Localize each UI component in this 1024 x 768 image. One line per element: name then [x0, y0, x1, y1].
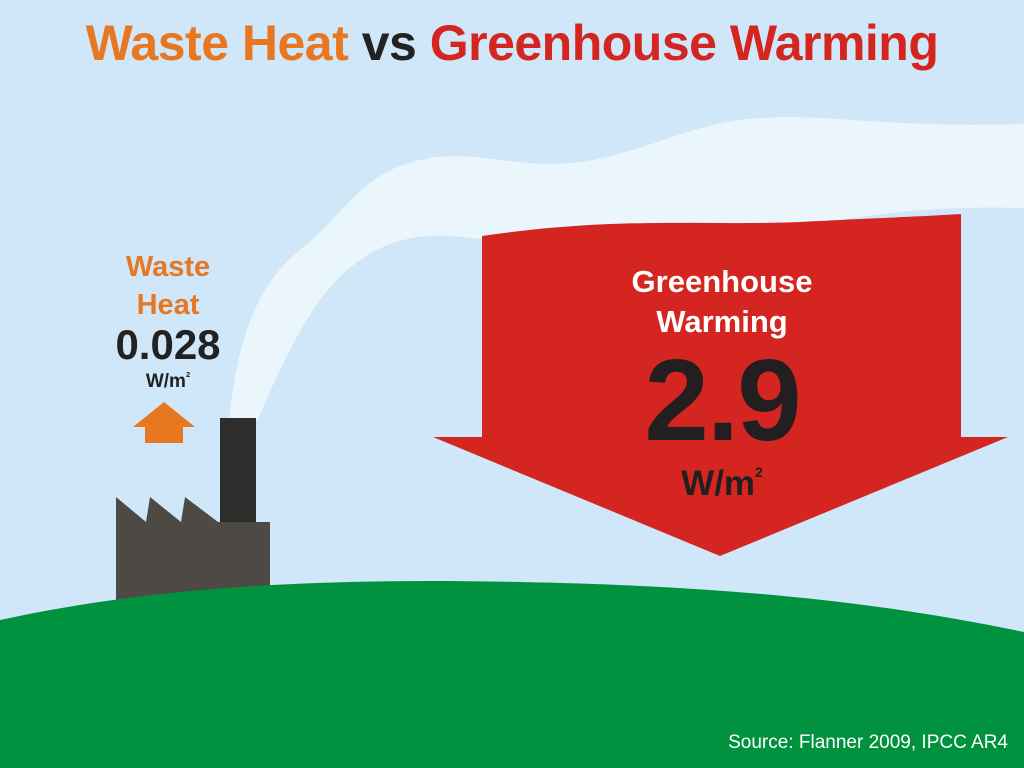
- page-title: Waste Heat vs Greenhouse Warming: [0, 14, 1024, 72]
- waste-heat-value: 0.028: [115, 321, 221, 368]
- factory-building: [116, 497, 270, 602]
- greenhouse-arrow: [433, 214, 1008, 556]
- title-greenhouse-warming: Greenhouse Warming: [429, 15, 939, 71]
- title-vs: vs: [361, 15, 417, 71]
- green-hill: [0, 580, 1024, 768]
- smoke-plume: [229, 117, 1024, 420]
- greenhouse-unit-exponent: 2: [755, 464, 763, 480]
- greenhouse-value: 2.9: [644, 335, 801, 465]
- waste-heat-unit-text: W/m: [145, 370, 186, 392]
- greenhouse-label-line1: Greenhouse: [631, 264, 813, 299]
- greenhouse-unit: W/m2: [572, 452, 872, 504]
- greenhouse-label: Greenhouse Warming: [572, 262, 872, 342]
- chimney: [220, 418, 256, 528]
- greenhouse-label-line2: Warming: [656, 304, 788, 339]
- title-waste-heat: Waste Heat: [85, 15, 349, 71]
- waste-heat-arrow-icon: [133, 402, 195, 443]
- source-citation: Source: Flanner 2009, IPCC AR4: [728, 732, 1008, 753]
- waste-heat-unit-exponent: 2: [185, 370, 191, 379]
- waste-heat-info: Waste Heat 0.028 W/m2: [98, 248, 238, 391]
- waste-heat-unit: W/m2: [98, 366, 238, 391]
- waste-heat-label-line2: Heat: [136, 289, 200, 321]
- waste-heat-label-line1: Waste: [125, 251, 211, 283]
- greenhouse-unit-text: W/m: [681, 464, 756, 504]
